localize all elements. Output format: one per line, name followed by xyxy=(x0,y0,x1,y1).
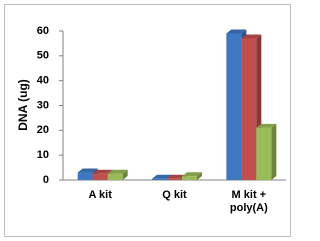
chart: DNA (ug) 0 10 20 30 40 50 60 xyxy=(4,4,291,237)
x-tick-label: A kit xyxy=(88,189,112,201)
bar-top xyxy=(241,34,262,39)
y-tick-label: 10 xyxy=(37,149,49,161)
bar xyxy=(167,178,182,180)
bar-side xyxy=(122,169,128,180)
bar-top xyxy=(92,169,113,174)
y-tick-label: 20 xyxy=(37,124,49,136)
bar-top xyxy=(226,29,247,34)
bar xyxy=(152,178,167,180)
bar-top xyxy=(152,174,172,179)
x-tick-label: M kit + poly(A) xyxy=(229,189,268,214)
bar xyxy=(77,172,93,180)
chart-frame: DNA (ug) 0 10 20 30 40 50 60 A kit Q kit M kit +… xyxy=(4,4,291,237)
bar xyxy=(256,127,272,180)
bar xyxy=(92,173,108,180)
bar-top xyxy=(107,169,128,174)
bar xyxy=(226,33,242,180)
y-tick-label: 40 xyxy=(37,75,49,87)
bar-top xyxy=(256,123,277,128)
bar-side xyxy=(271,123,277,180)
y-tick-label: 0 xyxy=(43,174,49,186)
y-tick-label: 60 xyxy=(37,25,49,37)
y-axis-label: DNA (ug) xyxy=(16,79,30,131)
bar xyxy=(182,176,197,180)
bar xyxy=(107,173,123,180)
bar-side xyxy=(197,172,202,180)
y-tick-label: 50 xyxy=(37,50,49,62)
bar-top xyxy=(77,168,98,173)
bar xyxy=(241,38,257,181)
x-tick-label: Q kit xyxy=(162,189,187,201)
bar-top xyxy=(182,172,202,177)
y-tick-label: 30 xyxy=(37,99,49,111)
